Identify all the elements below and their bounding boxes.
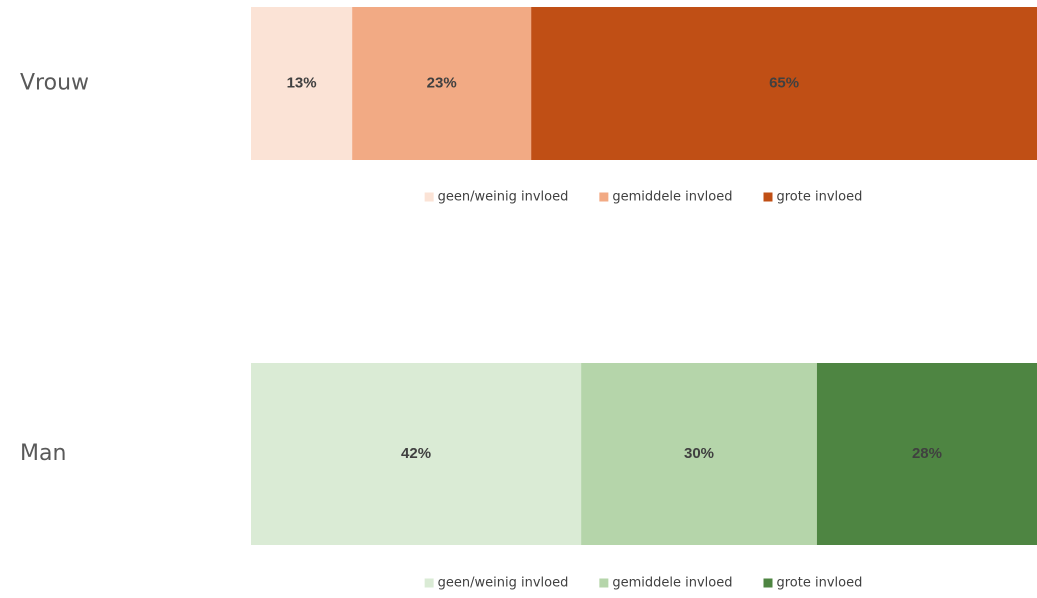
data-label: 28% [912,445,942,462]
data-label: 42% [401,445,431,462]
data-label: 23% [427,74,457,91]
legend: geen/weinig invloed gemiddele invloed grot… [424,576,863,591]
legend-swatch [599,192,609,202]
bar-segment [352,7,532,160]
bar-segment [251,7,353,160]
legend-label: geen/weinig invloed [438,576,569,591]
legend-swatch [599,578,609,588]
legend-swatch [763,192,773,202]
legend-swatch [424,578,434,588]
category-label: Man [20,441,66,466]
legend-label: gemiddele invloed [612,190,732,205]
category-label: Vrouw [20,71,89,96]
legend-swatch [424,192,434,202]
data-label: 65% [769,74,799,91]
legend-label: gemiddele invloed [612,576,732,591]
legend-label: grote invloed [777,576,863,591]
legend-label: grote invloed [777,190,863,205]
bar-segment [581,363,817,545]
legend-label: geen/weinig invloed [438,190,569,205]
legend: geen/weinig invloed gemiddele invloed grot… [424,190,863,205]
data-label: 13% [287,74,317,91]
bar-segment [251,363,582,545]
data-label: 30% [684,445,714,462]
bar-segment [531,7,1037,160]
bar-segment [816,363,1037,545]
legend-swatch [763,578,773,588]
